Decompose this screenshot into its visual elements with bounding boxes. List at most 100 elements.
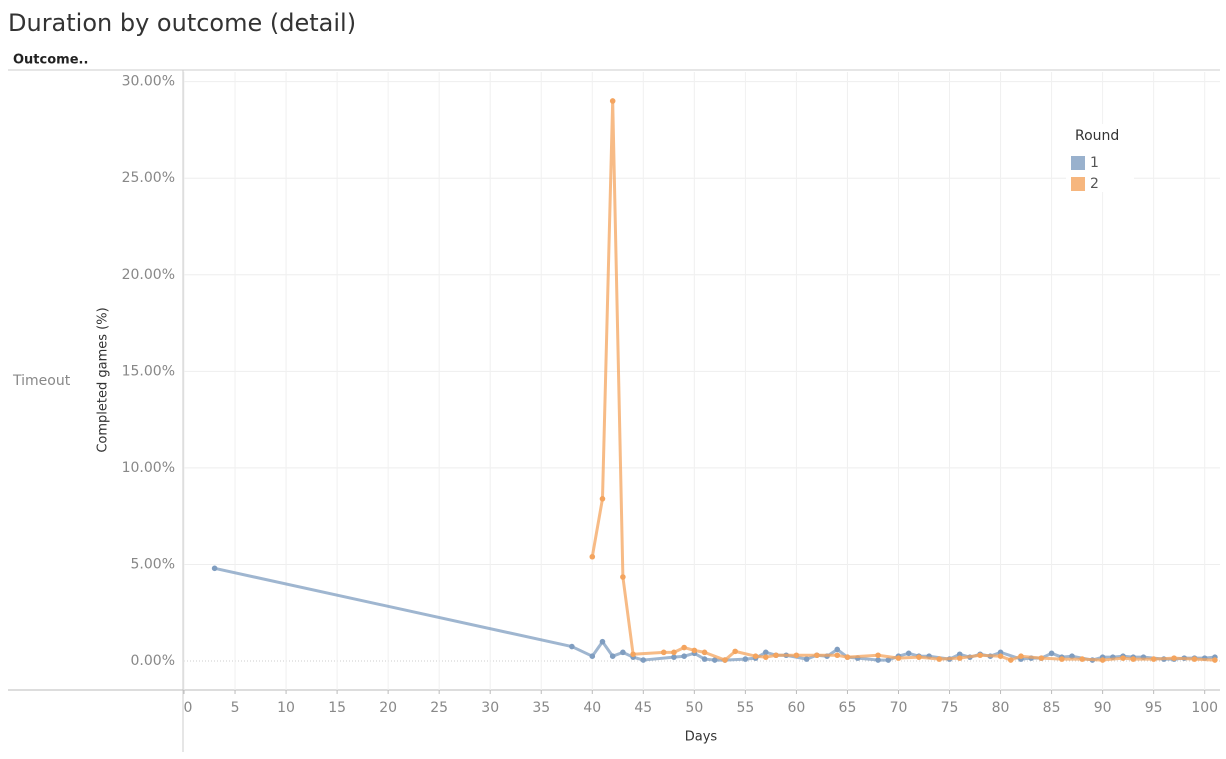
x-tick-label: 65 xyxy=(839,700,857,716)
x-tick-label: 80 xyxy=(992,700,1010,716)
data-point xyxy=(1018,653,1024,660)
data-point xyxy=(1212,657,1218,663)
data-point xyxy=(1150,656,1157,662)
data-point xyxy=(997,653,1004,660)
legend-title: Round xyxy=(1075,128,1119,144)
x-tick-label: 10 xyxy=(277,700,295,716)
data-point xyxy=(834,652,841,659)
data-point xyxy=(916,654,922,660)
data-point xyxy=(773,652,779,659)
data-point xyxy=(793,652,800,659)
data-point xyxy=(599,496,606,502)
y-tick-label: 5.00% xyxy=(131,556,175,572)
data-point xyxy=(1171,655,1177,661)
y-tick-label: 0.00% xyxy=(131,653,175,669)
x-tick-label: 95 xyxy=(1145,700,1163,716)
legend-label: 2 xyxy=(1090,176,1099,192)
data-point xyxy=(814,652,820,659)
data-point xyxy=(620,649,626,656)
x-tick-label: 15 xyxy=(328,700,346,716)
data-point xyxy=(711,657,718,663)
data-point xyxy=(875,657,881,663)
data-point xyxy=(885,657,892,663)
data-point xyxy=(681,653,687,660)
data-point xyxy=(732,648,738,655)
data-point xyxy=(640,657,647,663)
data-point xyxy=(834,646,841,653)
data-point xyxy=(589,553,596,560)
x-tick-label: 0 xyxy=(184,700,193,716)
data-point xyxy=(1048,650,1055,657)
x-tick-label: 35 xyxy=(532,700,550,716)
data-point xyxy=(589,653,596,660)
data-point xyxy=(936,656,943,662)
x-tick-label: 25 xyxy=(430,700,448,716)
data-point xyxy=(803,656,810,662)
data-point xyxy=(905,650,912,657)
data-point xyxy=(895,655,902,661)
data-point xyxy=(875,652,881,659)
data-point xyxy=(762,654,769,660)
data-point xyxy=(742,656,749,662)
x-axis-title: Days xyxy=(685,730,718,745)
data-point xyxy=(609,98,616,104)
data-point xyxy=(599,638,606,645)
legend: Round 1 2 xyxy=(1066,124,1134,192)
legend-swatch xyxy=(1071,156,1085,170)
data-point xyxy=(1191,656,1198,662)
x-tick-label: 90 xyxy=(1094,700,1112,716)
data-point xyxy=(620,574,626,580)
x-tick-label: 50 xyxy=(685,700,703,716)
y-tick-label: 10.00% xyxy=(122,460,175,476)
data-point xyxy=(956,651,963,658)
x-tick-label: 45 xyxy=(634,700,652,716)
data-point xyxy=(681,644,687,651)
data-point xyxy=(1079,656,1086,662)
data-point xyxy=(1058,656,1065,662)
x-tick-label: 20 xyxy=(379,700,397,716)
x-tick-label: 5 xyxy=(231,700,240,716)
data-point xyxy=(701,649,708,656)
data-point xyxy=(671,654,677,660)
data-point xyxy=(844,654,851,660)
data-point xyxy=(977,652,983,659)
data-point xyxy=(671,649,677,656)
row-header: Outcome.. xyxy=(13,53,88,68)
data-point xyxy=(609,653,616,660)
x-tick-label: 85 xyxy=(1043,700,1061,716)
data-point xyxy=(1038,655,1045,661)
y-tick-label: 20.00% xyxy=(122,267,175,283)
x-tick-label: 30 xyxy=(481,700,499,716)
data-point xyxy=(722,657,728,663)
y-axis-title: Completed games (%) xyxy=(96,307,111,452)
grid xyxy=(183,72,1220,690)
x-tick-label: 100 xyxy=(1191,700,1218,716)
data-point xyxy=(569,643,575,650)
x-tick-label: 40 xyxy=(583,700,601,716)
row-label: Timeout xyxy=(12,373,71,389)
data-point xyxy=(997,649,1004,656)
legend-swatch xyxy=(1071,177,1085,191)
data-point xyxy=(752,653,759,660)
data-point xyxy=(211,565,218,572)
x-tick-label: 60 xyxy=(787,700,805,716)
data-point xyxy=(1099,657,1106,663)
data-point xyxy=(630,651,636,658)
y-tick-label: 15.00% xyxy=(122,363,175,379)
data-point xyxy=(691,647,698,654)
legend-label: 1 xyxy=(1090,155,1099,171)
x-tick-label: 55 xyxy=(736,700,754,716)
data-point xyxy=(660,649,667,656)
data-point xyxy=(1120,655,1126,661)
data-point xyxy=(1007,657,1014,663)
x-tick-label: 70 xyxy=(890,700,908,716)
y-tick-label: 25.00% xyxy=(122,170,175,186)
data-point xyxy=(762,649,769,656)
data-point xyxy=(1130,656,1137,662)
data-point xyxy=(701,656,708,662)
chart-title: Duration by outcome (detail) xyxy=(8,9,356,37)
series-line xyxy=(214,566,1216,662)
x-tick-label: 75 xyxy=(941,700,959,716)
